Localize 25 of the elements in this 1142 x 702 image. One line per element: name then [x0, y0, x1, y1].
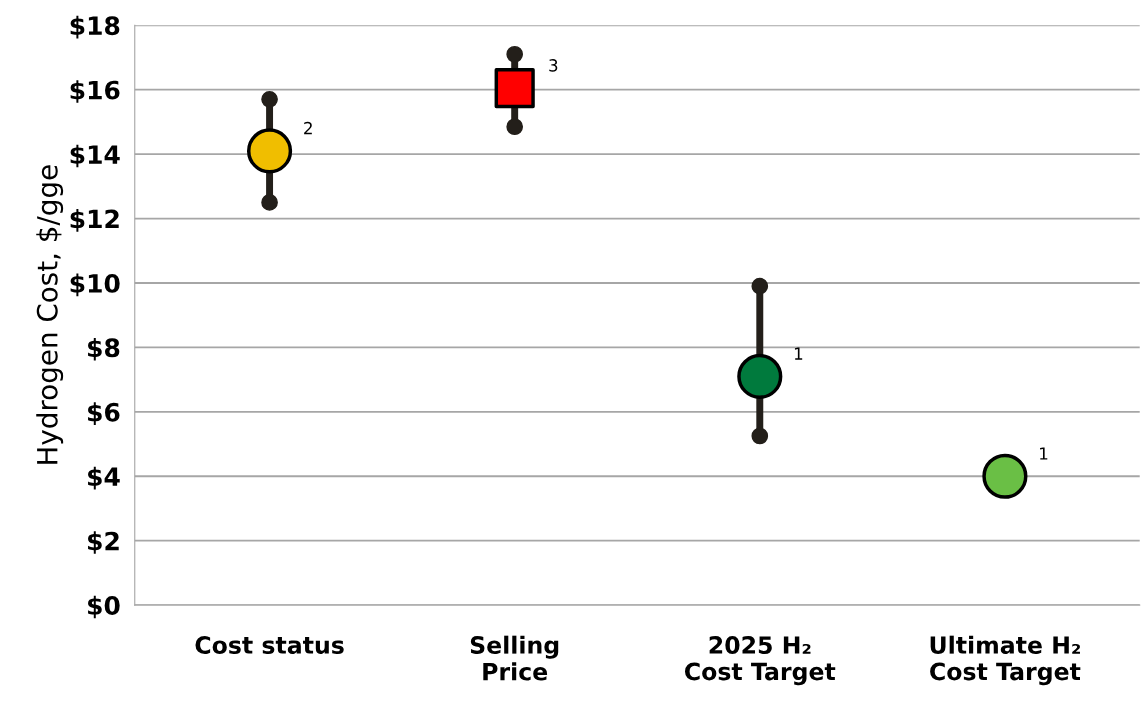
x-tick-label: Ultimate H₂ Cost Target — [930, 635, 1081, 686]
y-tick-label: $2 — [88, 531, 119, 554]
y-tick-label: $12 — [70, 209, 119, 232]
point — [494, 67, 535, 109]
point — [261, 194, 278, 211]
annotation: 1 — [794, 347, 803, 360]
y-tick-label: $16 — [70, 80, 120, 103]
annotation: 2 — [304, 121, 312, 135]
y-axis-title: Hydrogen Cost, $/gge — [36, 165, 64, 464]
y-tick-label: $0 — [88, 595, 120, 619]
point — [506, 45, 524, 63]
x-tick-label: Cost status — [195, 636, 344, 654]
x-tick-label: 2025 H₂ Cost Target — [684, 636, 836, 686]
y-tick-label: $10 — [70, 273, 120, 297]
y-tick-label: $6 — [88, 402, 120, 426]
point — [246, 128, 293, 174]
y-tick-label: $18 — [70, 15, 120, 39]
point — [982, 453, 1028, 499]
point — [737, 353, 783, 399]
annotation: 1 — [1040, 447, 1048, 460]
x-tick-label: Selling Price — [470, 635, 559, 681]
y-tick-label: $14 — [70, 144, 120, 168]
y-tick-label: $4 — [88, 466, 120, 490]
y-tick-label: $8 — [88, 337, 120, 361]
annotation: 3 — [549, 59, 558, 72]
